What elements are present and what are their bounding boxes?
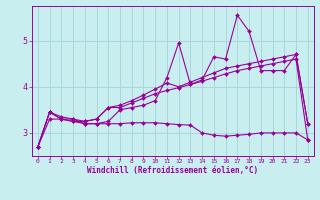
X-axis label: Windchill (Refroidissement éolien,°C): Windchill (Refroidissement éolien,°C) — [87, 166, 258, 175]
